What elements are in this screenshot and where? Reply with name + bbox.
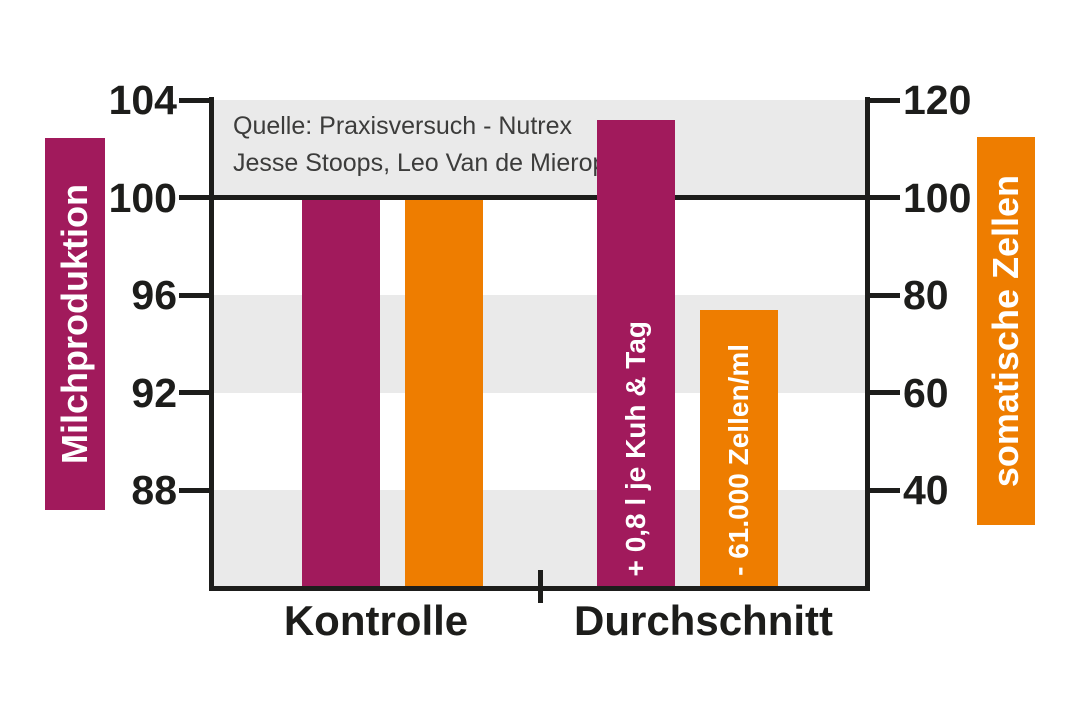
right-axis-line: [865, 97, 870, 591]
right-axis-tick-label: 80: [903, 272, 949, 319]
left-axis-tick: [179, 390, 212, 396]
source-annotation: Quelle: Praxisversuch - Nutrex Jesse Sto…: [233, 108, 606, 182]
left-axis-tick: [179, 195, 212, 201]
right-axis-title-somatische-zellen: somatische Zellen: [977, 137, 1035, 525]
bar-right-kontrolle: [405, 200, 483, 588]
plot-area: Quelle: Praxisversuch - Nutrex Jesse Sto…: [179, 97, 900, 603]
left-axis-tick-label: 96: [131, 272, 177, 319]
right-axis-tick-label: 40: [903, 467, 949, 514]
source-annotation-line1: Quelle: Praxisversuch - Nutrex: [233, 112, 573, 140]
right-axis-title-text: somatische Zellen: [985, 174, 1026, 488]
background-band: [212, 100, 865, 198]
left-axis-line: [209, 97, 214, 591]
bar-right-durchschnitt: - 61.000 Zellen/ml: [700, 309, 778, 588]
category-divider-tick: [538, 570, 543, 603]
left-axis-tick: [179, 292, 212, 298]
right-axis-tick: [865, 292, 900, 298]
bar-value-annotation: - 61.000 Zellen/ml: [723, 344, 754, 576]
right-axis-tick: [865, 97, 900, 103]
left-axis-tick-label: 92: [131, 369, 177, 416]
left-axis-tick: [179, 487, 212, 493]
reference-line-100: [209, 195, 870, 201]
right-axis-tick: [865, 390, 900, 396]
right-axis-tick-label: 120: [903, 77, 972, 123]
left-axis-tick-label: 100: [108, 174, 177, 221]
right-axis-tick: [865, 487, 900, 493]
right-axis-tick-label: 60: [903, 369, 949, 416]
right-axis-tick-label: 100: [903, 174, 972, 221]
source-annotation-line2: Jesse Stoops, Leo Van de Mierop: [233, 149, 607, 177]
left-axis-title-milchproduktion: Milchproduktion: [45, 138, 105, 510]
category-label-kontrolle: Kontrolle: [283, 597, 469, 644]
right-axis-tick: [865, 195, 900, 201]
left-axis-tick-label: 104: [108, 77, 177, 123]
bar-left-kontrolle: [302, 200, 380, 588]
bar-value-annotation: + 0,8 l je Kuh & Tag: [620, 320, 651, 576]
left-axis-tick: [179, 97, 212, 103]
category-label-durchschnitt: Durchschnitt: [573, 597, 834, 644]
left-axis-title-text: Milchproduktion: [54, 184, 95, 464]
left-axis-tick-label: 88: [131, 467, 177, 514]
bar-left-durchschnitt: + 0,8 l je Kuh & Tag: [597, 119, 675, 588]
